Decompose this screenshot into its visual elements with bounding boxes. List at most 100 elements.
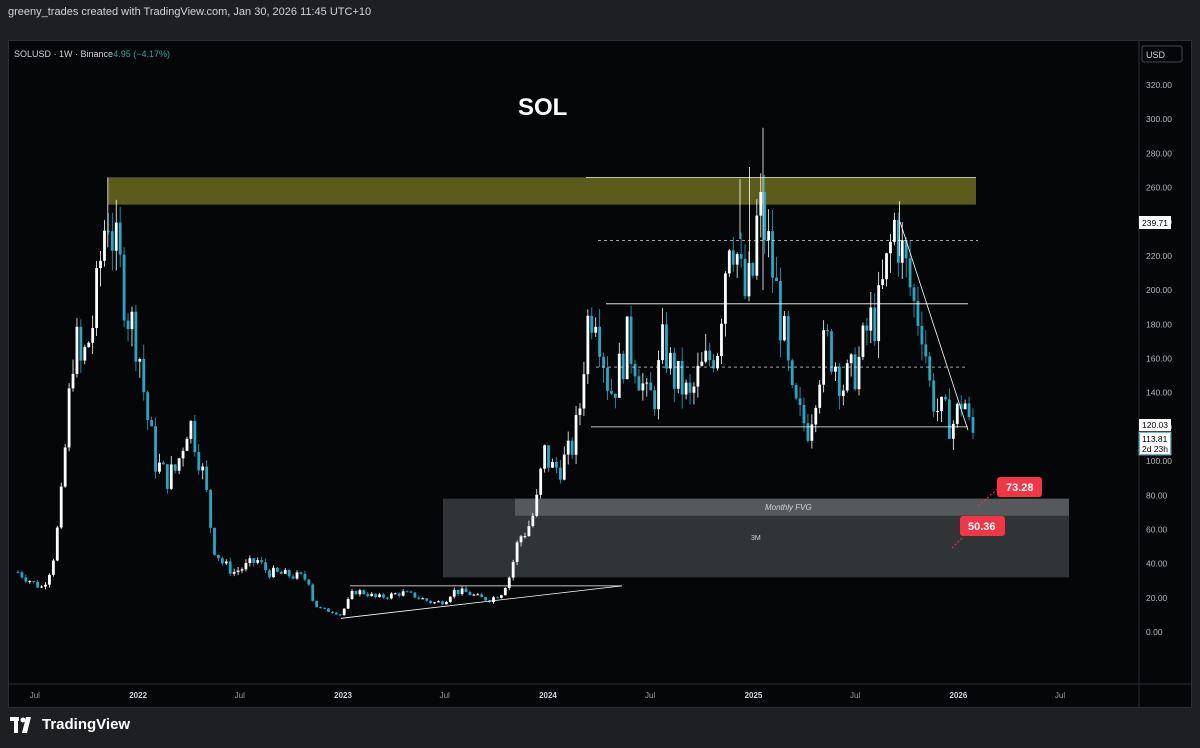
candle-body: [32, 581, 36, 583]
candle-body: [924, 344, 928, 357]
candle-body: [539, 468, 543, 495]
currency-label: USD: [1146, 50, 1166, 60]
price-tick-label: 140.00: [1146, 388, 1172, 398]
candle-body: [971, 417, 975, 433]
candle-body: [865, 325, 869, 331]
candle-body: [676, 360, 680, 389]
candle-body: [417, 597, 421, 599]
callout-2-box[interactable]: [960, 516, 1005, 536]
candle-body: [586, 315, 590, 375]
candle-body: [154, 426, 157, 472]
candle-body: [802, 405, 806, 424]
candle-body: [319, 607, 323, 609]
candle-body: [794, 385, 798, 399]
candle-body: [468, 592, 472, 596]
candle-body: [444, 601, 448, 605]
candle-body: [590, 315, 594, 333]
candle-body: [99, 260, 102, 269]
tag-last: 120.03: [1142, 420, 1168, 430]
candle-body: [338, 614, 342, 616]
candle-body: [892, 219, 896, 242]
callout-1-text: 73.28: [1006, 482, 1034, 494]
candle-body: [382, 594, 385, 598]
candle-body: [378, 594, 381, 598]
candle-body: [409, 591, 413, 593]
candle-body: [106, 230, 110, 232]
candle-body: [193, 421, 197, 453]
candle-body: [142, 358, 146, 393]
candle-body: [700, 361, 704, 366]
candle-body: [307, 579, 311, 585]
candle-body: [79, 326, 83, 361]
candle-body: [633, 363, 637, 377]
candle-body: [362, 590, 366, 595]
candle-body: [790, 360, 794, 386]
candle-body: [260, 560, 264, 563]
candle-body: [837, 366, 841, 397]
candle-body: [720, 323, 723, 356]
candle-body: [126, 320, 130, 330]
candle-body: [315, 600, 319, 608]
candle-body: [460, 588, 464, 595]
candle-body: [527, 526, 531, 537]
currency-button[interactable]: [1141, 45, 1183, 63]
candle-body: [405, 591, 409, 593]
candle-body: [146, 392, 150, 421]
candle-body: [959, 403, 963, 410]
candle-body: [36, 581, 40, 588]
candle-body: [275, 567, 279, 572]
candle-body: [437, 601, 440, 603]
price-tick-label: 320.00: [1146, 80, 1172, 90]
candle-body: [472, 594, 476, 596]
change-legend: −4.95 (−4.17%): [108, 49, 170, 59]
chart-frame[interactable]: [8, 40, 1192, 708]
candle-body: [197, 452, 201, 471]
candle-body: [668, 352, 672, 369]
candle-body: [594, 326, 598, 333]
candle-body: [696, 365, 700, 387]
credit-text: greeny_trades created with TradingView.c…: [8, 6, 372, 18]
price-tick-label: 220.00: [1146, 251, 1172, 261]
price-tick-label: 280.00: [1146, 148, 1172, 158]
box-3m-label: 3M: [751, 535, 761, 542]
callout-1-box[interactable]: [997, 477, 1042, 497]
time-tick-label: 2025: [745, 691, 763, 700]
candle-body: [704, 350, 708, 362]
triangle-bottom-line: [340, 585, 623, 619]
candle-body: [452, 589, 456, 597]
candle-body: [834, 366, 837, 372]
candle-body: [40, 586, 43, 588]
candle-body: [59, 486, 63, 528]
time-tick-label: Jul: [440, 691, 450, 700]
candle-body: [881, 279, 884, 286]
candle-body: [181, 450, 185, 459]
price-tick-label: 40.00: [1146, 559, 1168, 569]
callout-1-leader: [977, 486, 1001, 507]
candle-body: [661, 324, 664, 361]
price-tick-label: 100.00: [1146, 456, 1172, 466]
symbol-legend: SOLUSD · 1W · Binance: [14, 49, 113, 59]
candle-body: [327, 608, 330, 612]
drawings-layer: [340, 176, 978, 619]
candle-body: [688, 382, 692, 393]
candle-body: [531, 515, 535, 527]
candle-body: [617, 353, 621, 398]
candle-body: [543, 445, 547, 469]
brand-name: TradingView: [42, 716, 131, 733]
tag-upper: 239.71: [1142, 218, 1168, 228]
price-tick-label: 60.00: [1146, 524, 1168, 534]
price-tick-label: 160.00: [1146, 354, 1172, 364]
candle-body: [169, 464, 173, 489]
candle-body: [712, 360, 716, 369]
candle-body: [963, 403, 967, 410]
candle-body: [189, 421, 193, 439]
candle-body: [386, 597, 389, 599]
candle-body: [511, 561, 515, 578]
candle-body: [75, 326, 79, 374]
candle-body: [370, 593, 374, 597]
candle-body: [232, 571, 236, 574]
candle-body: [480, 594, 484, 598]
candle-body: [342, 608, 346, 616]
candle-body: [562, 454, 566, 480]
